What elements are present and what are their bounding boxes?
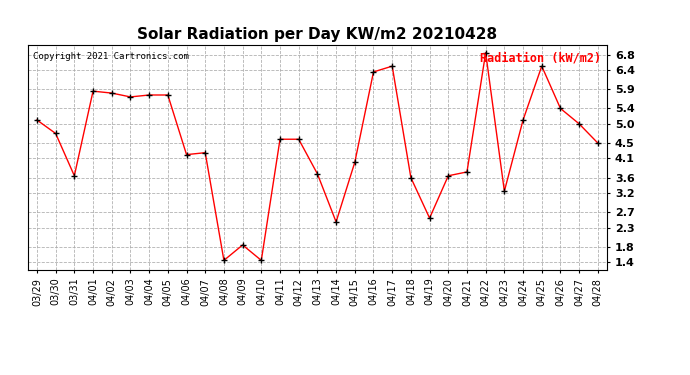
Text: Radiation (kW/m2): Radiation (kW/m2): [480, 52, 602, 65]
Title: Solar Radiation per Day KW/m2 20210428: Solar Radiation per Day KW/m2 20210428: [137, 27, 497, 42]
Text: Copyright 2021 Cartronics.com: Copyright 2021 Cartronics.com: [33, 52, 189, 61]
